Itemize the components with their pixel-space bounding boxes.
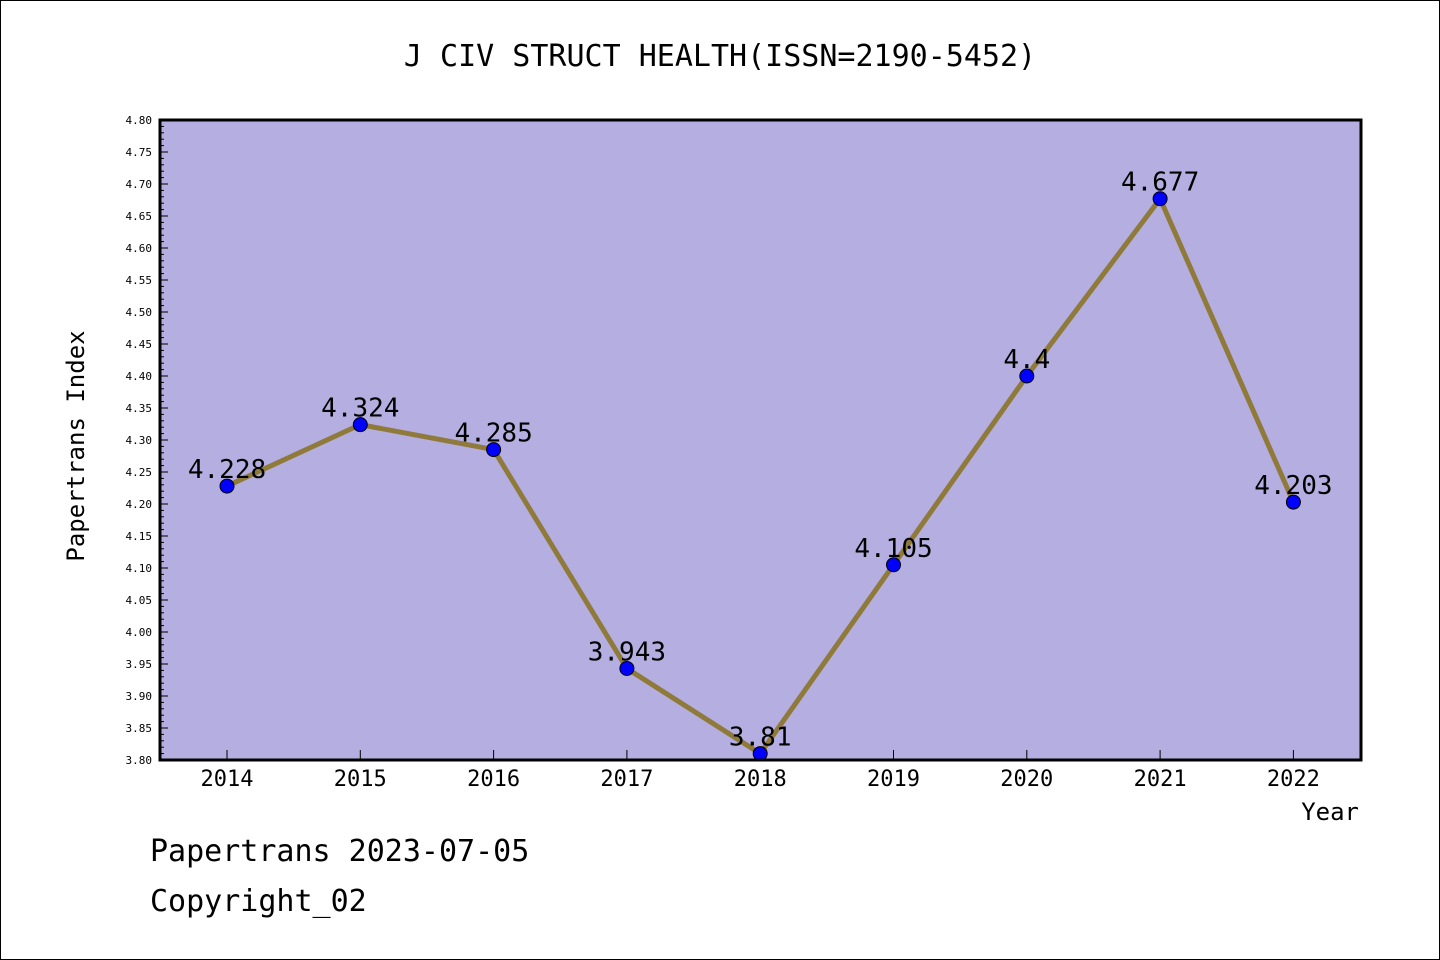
data-label: 4.677 [1121, 168, 1199, 198]
data-point [886, 557, 901, 573]
y-tick-label: 4.65 [126, 210, 153, 223]
x-tick-label: 2015 [334, 767, 387, 792]
y-tick-label: 4.25 [126, 466, 153, 479]
y-tick-label: 4.35 [126, 402, 153, 415]
y-tick-label: 4.05 [126, 594, 153, 607]
footer-copyright: Copyright_02 [150, 884, 367, 919]
chart-title: J CIV STRUCT HEALTH(ISSN=2190-5452) [404, 39, 1036, 74]
y-tick-label: 4.00 [126, 626, 153, 639]
data-label: 4.324 [321, 394, 399, 424]
footer-date: Papertrans 2023-07-05 [150, 834, 530, 869]
y-tick-label: 4.70 [126, 178, 153, 191]
data-label: 4.105 [854, 534, 932, 564]
data-point [1019, 368, 1035, 384]
data-point [352, 417, 368, 433]
y-tick-label: 4.50 [126, 306, 153, 319]
data-point [486, 442, 502, 458]
y-tick-label: 4.45 [126, 338, 153, 351]
x-axis: 2014 2015 2016 2017 2018 2019 2020 2021 2022 [201, 750, 1320, 792]
x-tick-label: 2020 [1000, 767, 1053, 792]
y-tick-label: 4.60 [126, 242, 153, 255]
y-tick-label: 3.85 [126, 722, 153, 735]
y-tick-label: 3.90 [126, 690, 153, 703]
x-axis-label: Year [1301, 798, 1359, 826]
y-tick-label: 4.75 [126, 146, 153, 159]
y-tick-label: 4.10 [126, 562, 153, 575]
y-tick-label: 4.40 [126, 370, 153, 383]
y-tick-label: 4.80 [126, 114, 153, 127]
data-point [619, 660, 635, 676]
data-point [1152, 191, 1168, 207]
data-labels: 4.228 4.324 4.285 3.943 3.81 4.105 4.4 4.677 4.2… [188, 168, 1333, 753]
x-tick-label: 2018 [734, 767, 787, 792]
x-tick-label: 2021 [1134, 767, 1187, 792]
y-tick-label: 4.55 [126, 274, 153, 287]
y-tick-label: 3.95 [126, 658, 153, 671]
y-tick-label: 3.80 [126, 754, 153, 767]
data-label: 3.943 [588, 637, 666, 667]
data-label: 3.81 [729, 723, 792, 753]
data-point [219, 478, 235, 494]
x-tick-label: 2017 [600, 767, 653, 792]
y-axis-label: Papertrans Index [62, 330, 90, 561]
plot-border [158, 118, 1363, 762]
x-tick-label: 2016 [467, 767, 520, 792]
data-points [219, 191, 1301, 762]
x-tick-label: 2014 [201, 767, 254, 792]
data-label: 4.228 [188, 455, 266, 485]
y-tick-label: 4.20 [126, 498, 153, 511]
y-tick-label: 4.15 [126, 530, 153, 543]
plot-area [160, 120, 1361, 760]
y-tick-label: 4.30 [126, 434, 153, 447]
data-label: 4.285 [454, 419, 532, 449]
x-tick-label: 2022 [1267, 767, 1320, 792]
data-point [1285, 494, 1301, 510]
x-tick-label: 2019 [867, 767, 920, 792]
data-label: 4.4 [1003, 345, 1050, 375]
data-label: 4.203 [1254, 471, 1332, 501]
